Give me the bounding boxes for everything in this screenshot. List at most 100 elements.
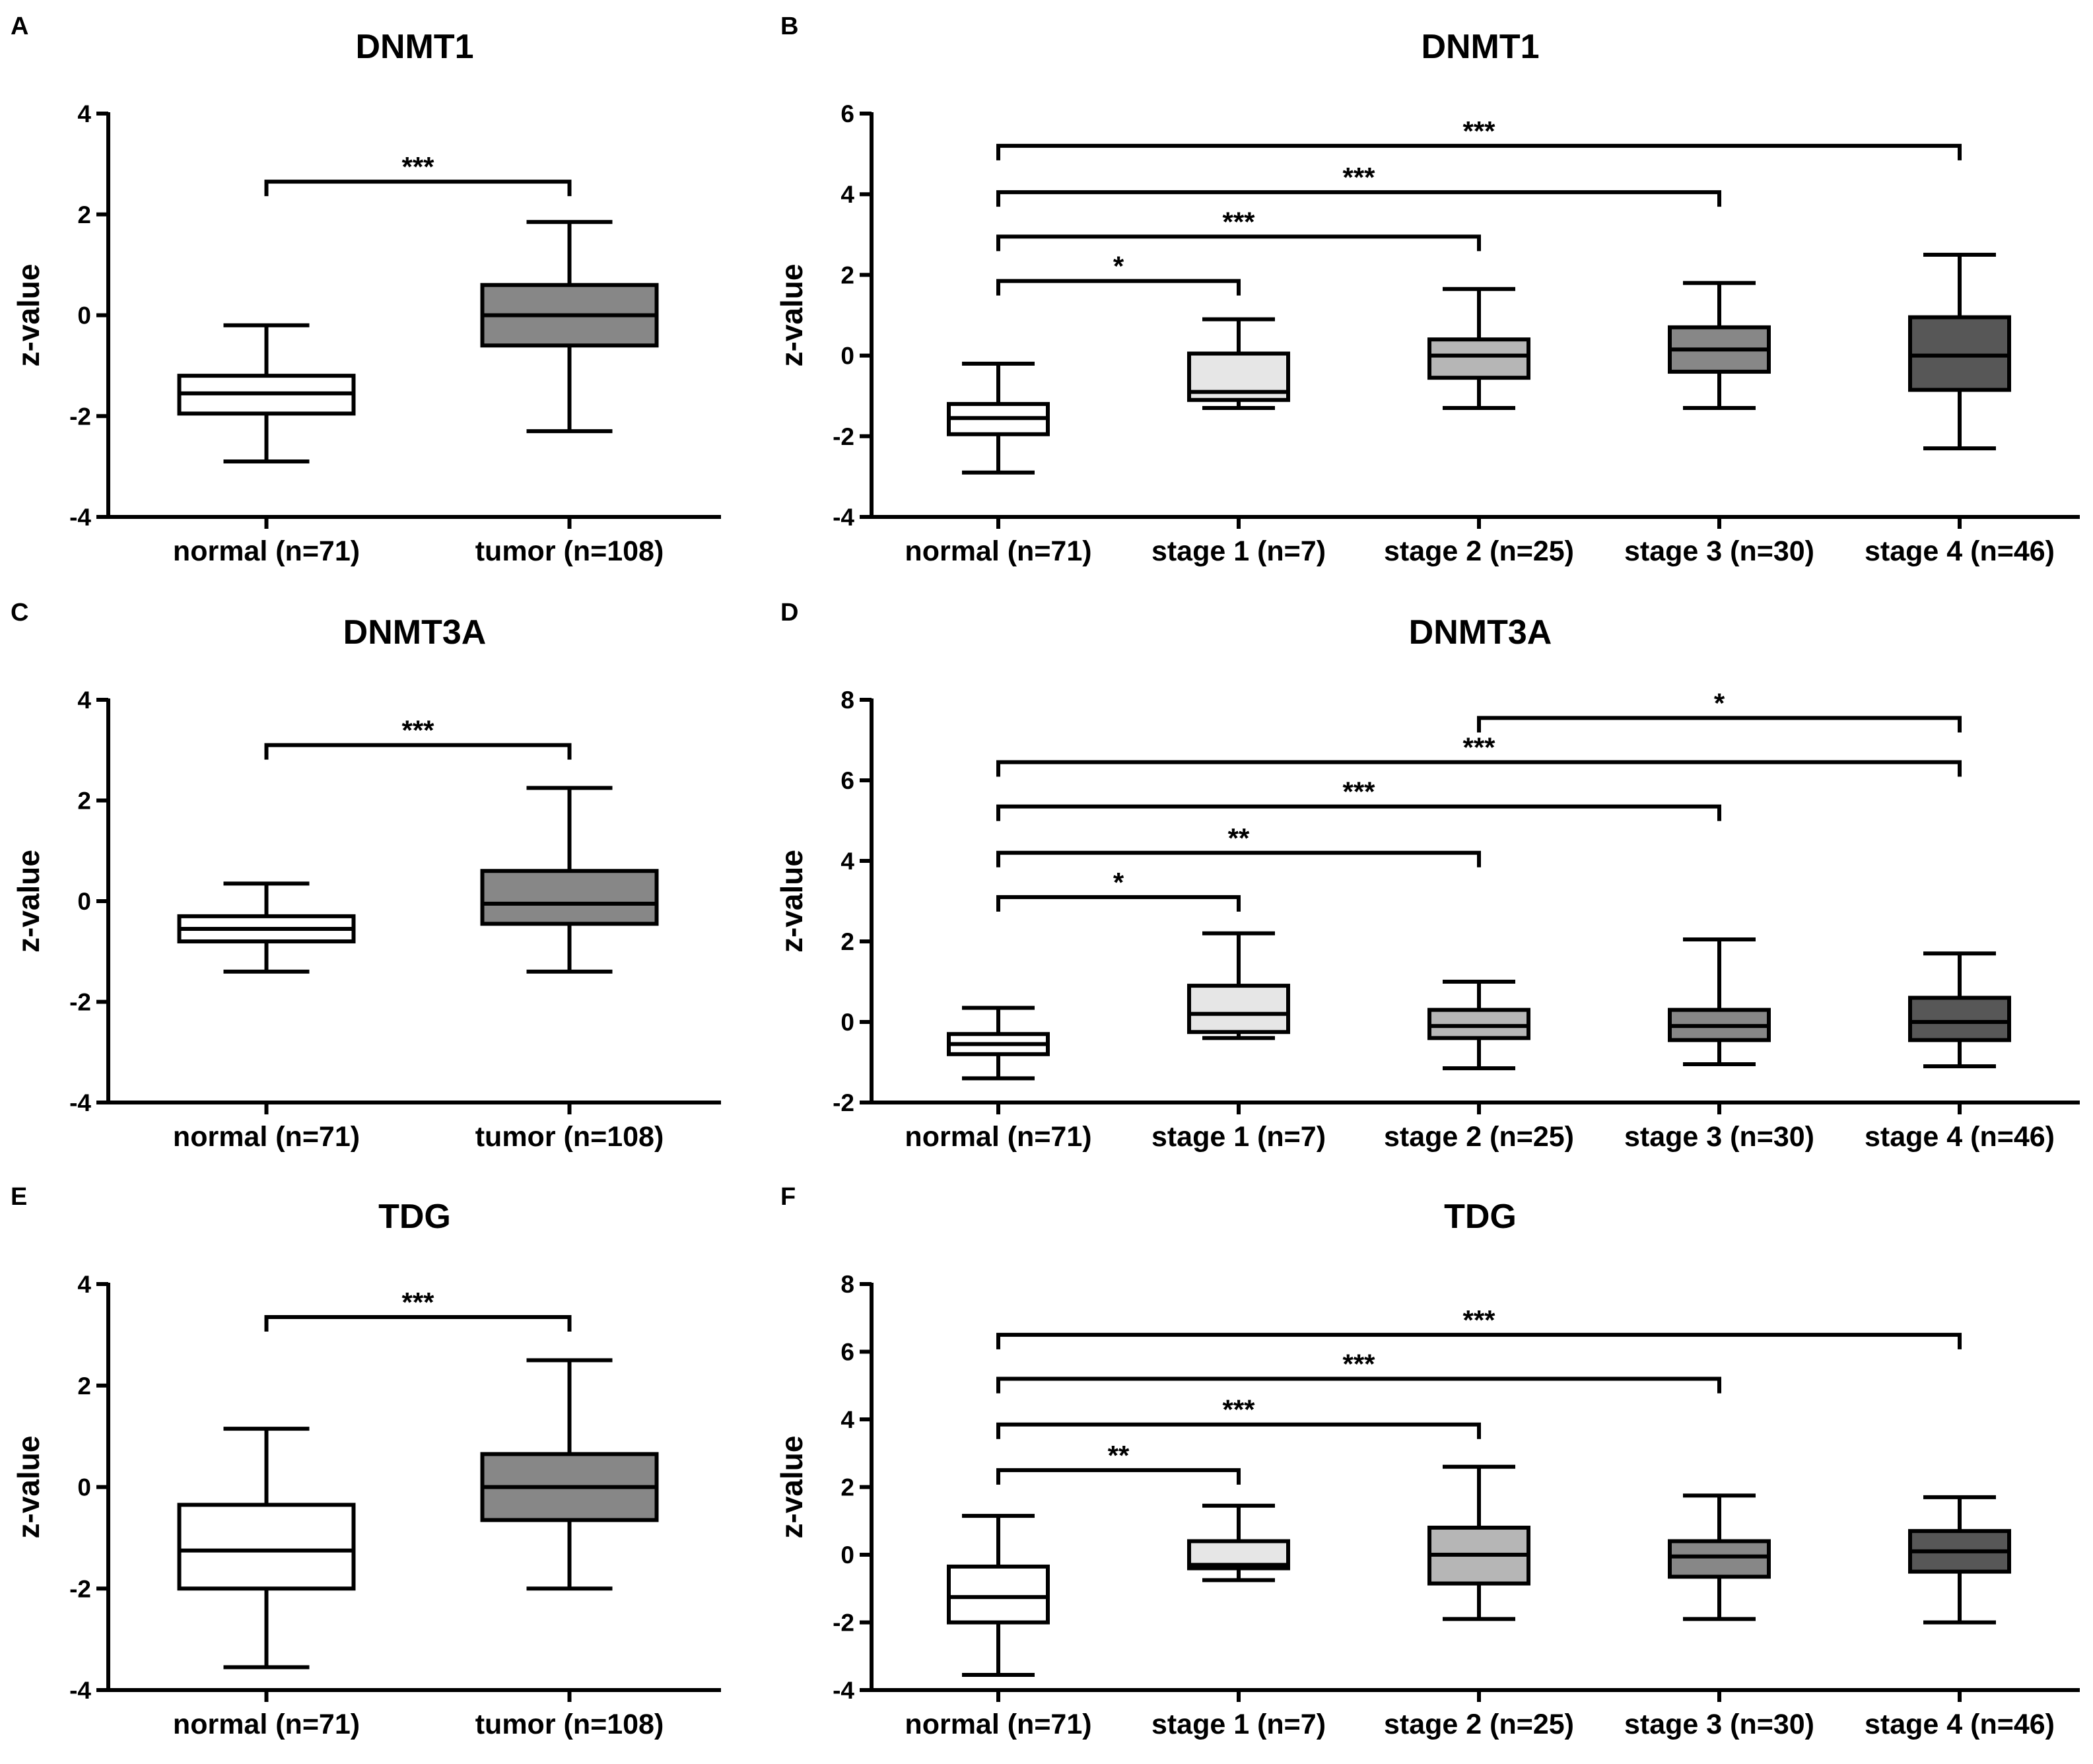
box-1 (947, 1514, 1050, 1677)
x-tick-label: stage 2 (n=25) (1384, 535, 1574, 567)
x-tick-label: stage 1 (n=7) (1151, 1709, 1326, 1740)
y-axis-label: z-value (774, 850, 809, 953)
x-tick-label: normal (n=71) (173, 1121, 360, 1153)
y-tick-label: -2 (833, 1610, 854, 1637)
x-tick-label: stage 1 (n=7) (1151, 535, 1326, 567)
significance-label: *** (1462, 1305, 1495, 1336)
box-iqr (947, 1564, 1050, 1625)
y-tick-label: 0 (841, 1009, 854, 1036)
significance-bracket: *** (996, 1394, 1481, 1439)
significance-bracket: * (996, 867, 1241, 912)
x-tick-label: stage 2 (n=25) (1384, 1709, 1574, 1740)
significance-bracket: *** (996, 732, 1962, 777)
y-tick-label: -2 (833, 1089, 854, 1116)
y-tick-label: 2 (841, 928, 854, 955)
y-axis-label: z-value (774, 1436, 809, 1539)
bracket-line (264, 743, 572, 760)
box-2 (1187, 317, 1290, 411)
box-1 (947, 361, 1050, 475)
y-tick-label: 6 (841, 767, 854, 794)
y-tick-label: -4 (69, 1677, 91, 1704)
box-1 (177, 881, 356, 974)
box-4 (1668, 937, 1771, 1067)
box-2 (480, 1358, 659, 1591)
x-tick-label: normal (n=71) (905, 1709, 1091, 1740)
significance-label: * (1113, 251, 1124, 282)
box-5 (1908, 951, 2011, 1069)
y-tick-label: 0 (77, 302, 91, 329)
box-2 (1187, 931, 1290, 1040)
bracket-line (264, 1314, 572, 1332)
significance-bracket: *** (996, 116, 1962, 160)
significance-label: *** (401, 1287, 434, 1318)
box-3 (1427, 1464, 1530, 1621)
panel-e: E TDG z-value -4 -2 0 2 4 normal (n=71) tumor (n=… (11, 1183, 721, 1740)
significance-label: *** (401, 151, 434, 182)
y-tick-label: 2 (77, 201, 91, 228)
y-tick-label: 0 (77, 888, 91, 915)
panel-letter: E (11, 1183, 27, 1211)
bracket-line (996, 804, 1721, 821)
box-1 (177, 323, 356, 463)
box-iqr (1427, 1007, 1530, 1040)
significance-bracket: *** (264, 1287, 572, 1332)
y-tick-label: 2 (77, 1373, 91, 1400)
box-3 (1427, 287, 1530, 411)
chart-title: DNMT1 (355, 28, 473, 66)
x-tick-label: normal (n=71) (905, 1121, 1091, 1153)
box-4 (1668, 281, 1771, 411)
y-tick-label: -4 (833, 1677, 854, 1704)
y-tick-label: 0 (841, 1542, 854, 1569)
panel-letter: B (780, 13, 798, 40)
y-tick-label: -2 (833, 423, 854, 450)
x-tick-label: stage 3 (n=30) (1624, 1709, 1814, 1740)
bracket-line (996, 279, 1241, 296)
x-tick-label: stage 4 (n=46) (1865, 1121, 2055, 1153)
y-tick-label: -4 (69, 504, 91, 531)
chart-title: DNMT3A (1409, 613, 1552, 652)
significance-label: *** (1222, 1394, 1255, 1425)
y-tick-label: 2 (841, 261, 854, 288)
x-tick-label: stage 4 (n=46) (1865, 1709, 2055, 1740)
x-tick-label: normal (n=71) (173, 535, 360, 567)
box-iqr (480, 869, 659, 926)
bracket-line (996, 234, 1481, 252)
bracket-line (264, 180, 572, 197)
bracket-line (1477, 716, 1962, 733)
bracket-line (996, 1422, 1481, 1439)
significance-label: *** (1342, 162, 1375, 193)
y-tick-label: -2 (69, 403, 91, 430)
bracket-line (996, 895, 1241, 912)
y-tick-label: 0 (77, 1474, 91, 1501)
chart-title: DNMT1 (1421, 28, 1539, 66)
box-4 (1668, 1493, 1771, 1621)
y-tick-label: 4 (77, 687, 91, 714)
y-tick-label: 4 (841, 1406, 854, 1433)
y-axis-label: z-value (11, 850, 46, 953)
panel-b: B DNMT1 z-value -4 -2 0 2 4 6 normal (n=71) stage … (774, 13, 2080, 567)
x-tick-label: stage 2 (n=25) (1384, 1121, 1574, 1153)
box-2 (1187, 1503, 1290, 1582)
x-tick-label: stage 3 (n=30) (1624, 535, 1814, 567)
y-tick-label: -2 (69, 1575, 91, 1602)
x-tick-label: tumor (n=108) (475, 1709, 664, 1740)
y-tick-label: -4 (69, 1089, 91, 1116)
significance-label: *** (1462, 732, 1495, 763)
box-iqr (1908, 996, 2011, 1042)
chart-title: TDG (378, 1198, 451, 1236)
y-tick-label: -2 (69, 989, 91, 1016)
panel-f: F TDG z-value -4 -2 0 2 4 6 8 normal (n=71) stage 1… (774, 1183, 2080, 1740)
panel-letter: C (11, 599, 28, 627)
significance-label: *** (1222, 206, 1255, 237)
significance-bracket: ** (996, 823, 1481, 867)
box-2 (480, 786, 659, 974)
bracket-line (996, 143, 1962, 160)
box-iqr (1908, 315, 2011, 392)
significance-label: *** (1342, 1349, 1375, 1380)
box-1 (177, 1427, 356, 1670)
x-tick-label: normal (n=71) (905, 535, 1091, 567)
significance-label: ** (1108, 1440, 1130, 1471)
significance-bracket: *** (996, 1349, 1721, 1394)
significance-bracket: * (1477, 687, 1962, 733)
significance-label: * (1113, 867, 1124, 898)
